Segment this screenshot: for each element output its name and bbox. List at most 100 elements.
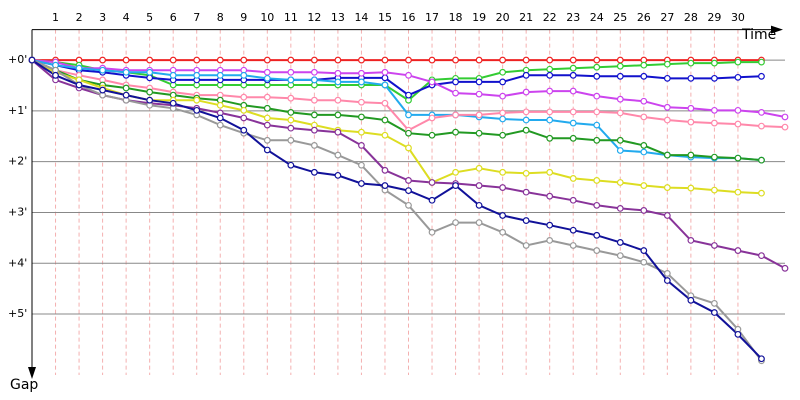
data-point xyxy=(310,142,318,149)
x-tick-label: 23 xyxy=(566,11,580,24)
data-point xyxy=(334,151,342,159)
data-point xyxy=(640,61,648,69)
data-point xyxy=(663,74,671,82)
data-point xyxy=(499,115,507,123)
data-point xyxy=(546,236,554,244)
data-point xyxy=(452,219,459,227)
x-tick-label: 24 xyxy=(590,11,604,24)
data-point xyxy=(687,151,695,159)
data-point xyxy=(569,108,577,116)
data-point xyxy=(758,189,765,197)
y-tick-label: +3' xyxy=(8,205,27,218)
data-point xyxy=(734,154,742,162)
y-tick-label: +1' xyxy=(8,104,27,117)
data-point xyxy=(146,56,154,64)
data-point xyxy=(616,252,624,260)
data-point xyxy=(287,68,295,76)
data-point xyxy=(593,177,601,184)
data-point xyxy=(310,126,318,134)
data-point xyxy=(240,106,248,114)
data-point xyxy=(546,56,554,64)
data-point xyxy=(358,69,365,77)
data-point xyxy=(358,98,365,106)
data-point xyxy=(428,131,436,139)
data-point xyxy=(640,207,648,214)
x-tick-label: 6 xyxy=(170,11,177,24)
data-point xyxy=(663,116,671,124)
data-point xyxy=(287,161,295,169)
data-point xyxy=(310,56,318,64)
data-point xyxy=(711,186,718,194)
data-point xyxy=(405,91,412,99)
data-point xyxy=(263,136,271,144)
data-point xyxy=(616,179,624,186)
data-point xyxy=(452,111,459,119)
data-point xyxy=(522,217,530,224)
data-point xyxy=(381,166,389,174)
data-point xyxy=(522,116,530,124)
data-point xyxy=(640,148,648,156)
data-point xyxy=(569,242,577,249)
series-line xyxy=(31,59,762,162)
data-point xyxy=(287,56,295,64)
data-point xyxy=(616,72,624,80)
data-point xyxy=(546,221,554,229)
data-point xyxy=(475,56,483,64)
data-point xyxy=(358,128,365,136)
data-point xyxy=(216,121,224,129)
data-point xyxy=(452,168,459,176)
data-point xyxy=(428,196,436,204)
data-point xyxy=(711,74,718,82)
data-point xyxy=(758,108,765,116)
data-point xyxy=(146,96,154,104)
data-point xyxy=(428,114,436,122)
data-point xyxy=(687,236,695,244)
data-point xyxy=(452,128,459,136)
data-point xyxy=(546,87,554,95)
x-tick-label: 14 xyxy=(354,11,368,24)
data-point xyxy=(663,277,671,284)
data-point xyxy=(193,96,201,104)
data-point xyxy=(287,108,295,116)
data-point xyxy=(475,90,483,98)
data-point xyxy=(663,60,671,68)
data-point xyxy=(216,56,224,64)
data-point xyxy=(263,104,271,112)
data-point xyxy=(381,99,389,107)
data-point xyxy=(663,151,671,159)
data-point xyxy=(240,93,248,101)
data-point xyxy=(734,73,742,81)
data-point xyxy=(734,188,742,196)
data-point xyxy=(287,116,295,124)
data-point xyxy=(263,121,271,129)
data-point xyxy=(428,179,436,186)
x-axis-arrow xyxy=(771,25,783,34)
data-point xyxy=(569,134,577,142)
data-point xyxy=(499,168,507,176)
data-point xyxy=(240,114,248,122)
data-point xyxy=(310,68,318,76)
data-point xyxy=(334,56,342,64)
data-point xyxy=(75,81,83,89)
x-tick-label: 20 xyxy=(496,11,510,24)
data-point xyxy=(663,103,671,111)
data-point xyxy=(381,131,389,139)
data-point xyxy=(428,228,436,236)
x-tick-label: 19 xyxy=(472,11,486,24)
y-tick-label: +2' xyxy=(8,155,27,168)
data-point xyxy=(687,118,695,126)
data-point xyxy=(287,76,295,84)
data-point xyxy=(310,76,318,84)
data-point xyxy=(616,204,624,212)
data-point xyxy=(499,56,507,64)
data-point xyxy=(522,71,530,79)
data-point xyxy=(216,114,224,122)
data-point xyxy=(522,188,530,196)
data-point xyxy=(452,89,459,97)
data-point xyxy=(711,119,718,127)
data-point xyxy=(569,64,577,72)
data-point xyxy=(593,121,601,129)
data-point xyxy=(499,184,507,191)
x-tick-label: 11 xyxy=(284,11,298,24)
data-point xyxy=(358,180,365,187)
